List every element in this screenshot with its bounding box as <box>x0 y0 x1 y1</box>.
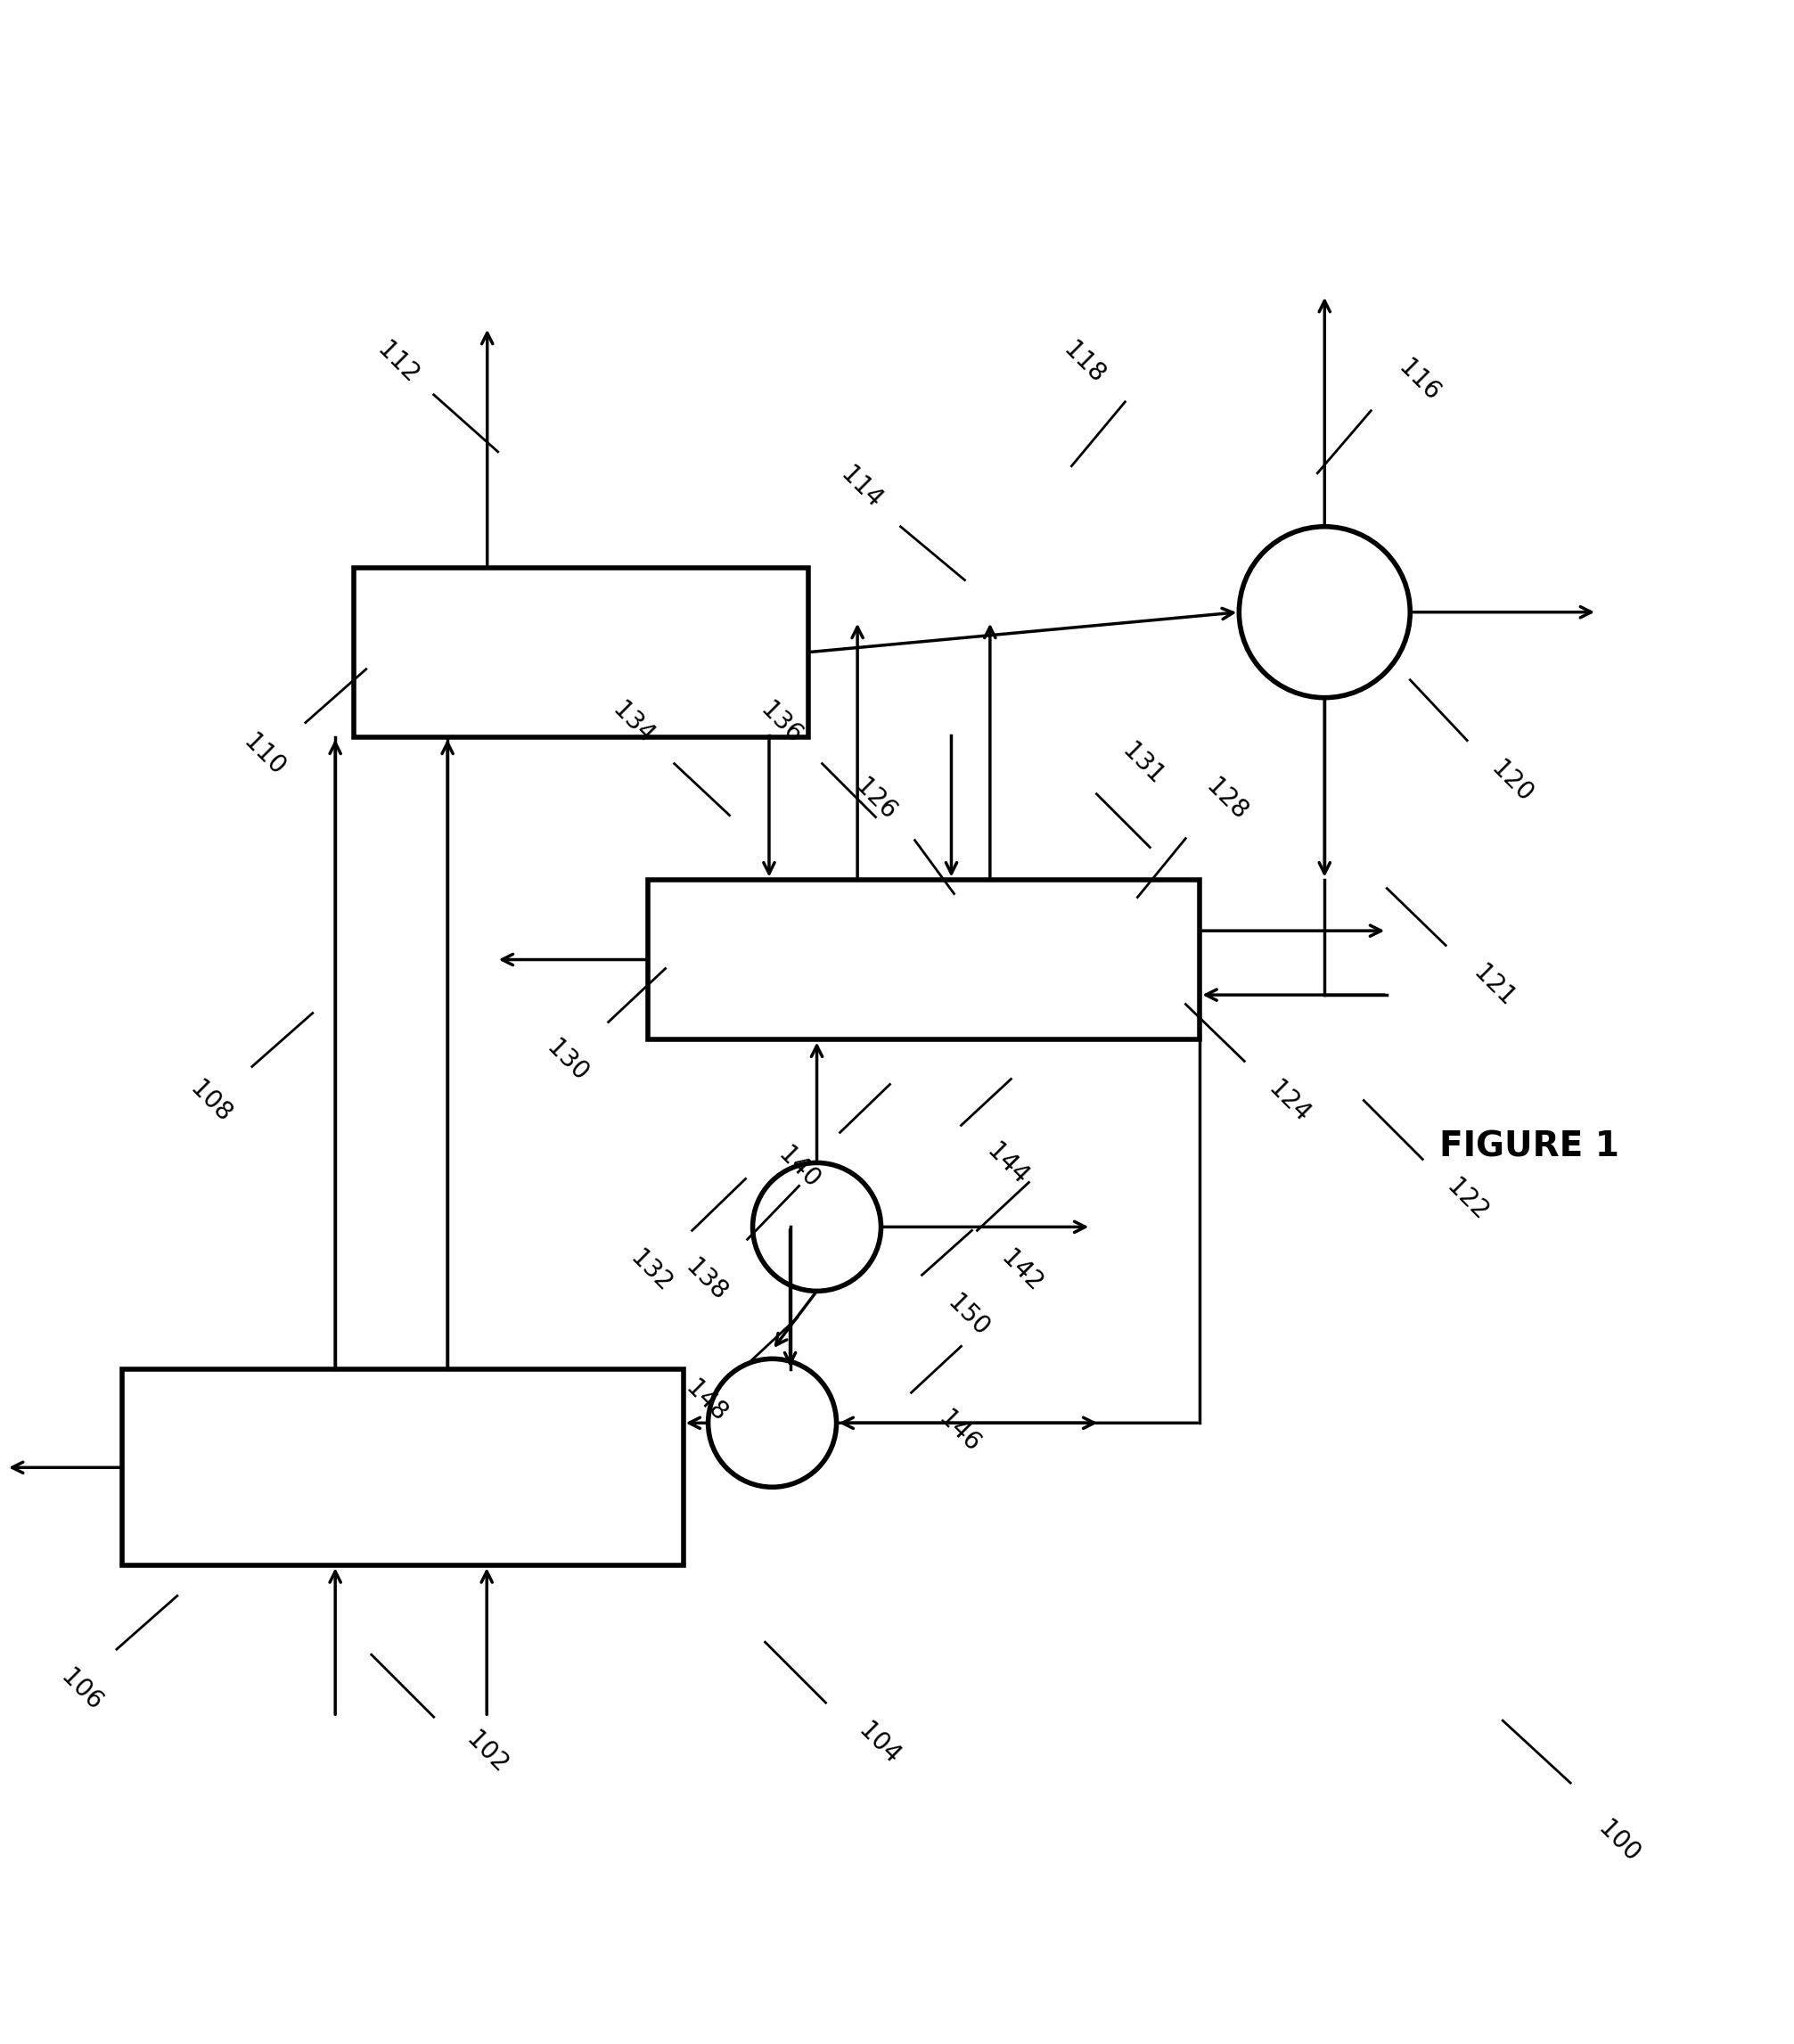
Text: 108: 108 <box>185 1077 237 1128</box>
Bar <box>648 879 1200 1040</box>
Text: 131: 131 <box>1118 738 1168 789</box>
Text: 118: 118 <box>1058 337 1109 388</box>
Text: 146: 146 <box>935 1406 985 1457</box>
Text: 136: 136 <box>755 697 807 748</box>
Text: 142: 142 <box>996 1247 1048 1298</box>
Text: 148: 148 <box>682 1376 732 1427</box>
Bar <box>353 568 807 738</box>
Text: 104: 104 <box>854 1719 904 1770</box>
Circle shape <box>709 1359 836 1488</box>
Text: 132: 132 <box>626 1247 676 1298</box>
Text: 128: 128 <box>1202 775 1252 824</box>
Circle shape <box>753 1163 881 1292</box>
Text: 100: 100 <box>1593 1817 1643 1868</box>
Text: 106: 106 <box>56 1664 106 1715</box>
Text: 124: 124 <box>1263 1077 1315 1128</box>
Text: 112: 112 <box>373 337 423 388</box>
Text: 110: 110 <box>239 730 291 781</box>
Circle shape <box>1240 527 1410 697</box>
Text: 122: 122 <box>1442 1175 1493 1226</box>
Text: 116: 116 <box>1394 356 1444 407</box>
Text: 130: 130 <box>542 1036 594 1087</box>
Text: 121: 121 <box>1467 961 1520 1012</box>
Text: 150: 150 <box>942 1290 994 1341</box>
Bar <box>122 1369 684 1566</box>
Text: 134: 134 <box>608 697 658 748</box>
Text: 102: 102 <box>461 1727 513 1778</box>
Text: 140: 140 <box>773 1143 825 1194</box>
Text: 120: 120 <box>1485 756 1537 807</box>
Text: 144: 144 <box>981 1139 1033 1190</box>
Text: 126: 126 <box>850 775 901 824</box>
Text: 138: 138 <box>682 1255 732 1306</box>
Text: FIGURE 1: FIGURE 1 <box>1439 1130 1620 1163</box>
Text: 114: 114 <box>836 462 886 513</box>
